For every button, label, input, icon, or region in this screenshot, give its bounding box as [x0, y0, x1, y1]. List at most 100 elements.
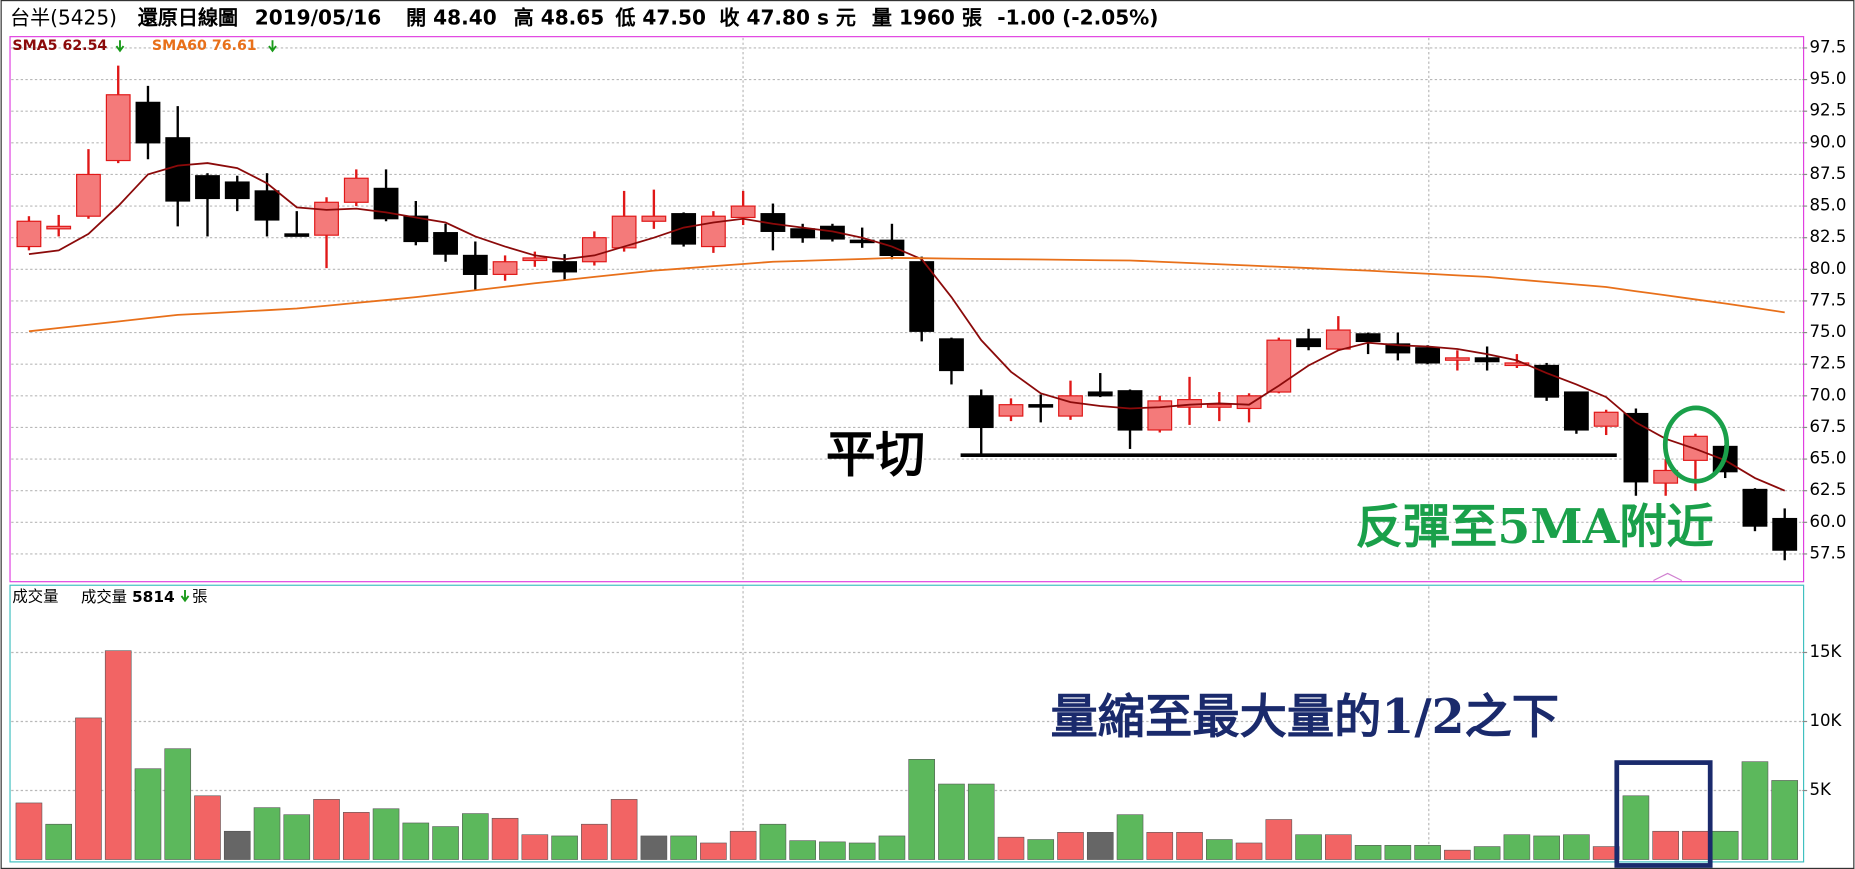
close: 收 47.80 s 元	[719, 5, 856, 29]
candle-body	[1087, 391, 1113, 397]
annotation: 平切	[826, 425, 925, 484]
y-tick-label: 15K	[1810, 642, 1843, 661]
candle-body	[135, 101, 161, 144]
volume-bar	[670, 835, 697, 860]
candle-body	[1444, 357, 1470, 361]
volume-bar	[967, 783, 995, 860]
volume-bar	[1414, 845, 1441, 860]
candle-body	[909, 261, 935, 332]
y-tick-label: 67.5	[1810, 417, 1847, 436]
down-arrow	[115, 40, 125, 53]
volume-bar	[997, 836, 1025, 860]
volume-bar	[164, 748, 192, 860]
volume-bar	[640, 835, 668, 860]
candle-body	[165, 137, 191, 202]
volume-title: 成交量	[12, 588, 58, 606]
y-tick-label: 97.5	[1810, 37, 1847, 56]
candle-body	[1415, 347, 1441, 364]
volume-bar	[1354, 845, 1382, 860]
candle-body	[552, 261, 578, 273]
highlight-box	[1614, 760, 1713, 868]
candle-body	[1325, 329, 1351, 350]
candle-body	[879, 239, 905, 257]
candle-body	[284, 233, 310, 237]
y-tick-label: 60.0	[1810, 512, 1847, 531]
candle-body	[1236, 395, 1262, 410]
candle-body	[1504, 362, 1530, 367]
y-tick-label: 72.5	[1810, 354, 1847, 373]
volume-bar	[1592, 846, 1620, 860]
volume-bar	[1652, 830, 1679, 860]
y-tick-label: 57.5	[1810, 543, 1847, 562]
volume-bar	[1027, 839, 1055, 860]
y-tick-label: 5K	[1810, 780, 1833, 799]
volume-bar	[908, 759, 936, 860]
volume-bar	[15, 802, 43, 860]
volume-panel	[9, 584, 1805, 863]
y-tick-label: 80.0	[1810, 259, 1847, 278]
volume-bar	[432, 826, 459, 860]
volume-bar	[1682, 830, 1709, 860]
volume-bar	[1384, 845, 1412, 860]
volume-bar	[1086, 832, 1114, 860]
volume-bar	[1741, 761, 1769, 860]
volume-bar	[759, 823, 787, 860]
open: 開 48.40	[406, 5, 497, 29]
volume-bar	[75, 717, 102, 860]
candle-body	[1355, 333, 1381, 343]
legend-name: 成交量	[81, 588, 127, 606]
volume-bar	[491, 817, 519, 860]
candle-body	[820, 225, 845, 240]
y-tick-label: 90.0	[1810, 132, 1847, 151]
candle-body	[1147, 400, 1173, 431]
volume-bar	[283, 814, 311, 860]
y-tick-label: 62.5	[1810, 480, 1847, 499]
candle-body	[939, 338, 964, 372]
highlight-circle	[1662, 405, 1730, 484]
volume-bar	[462, 813, 489, 860]
volume-bar	[1771, 780, 1799, 860]
volume-bar	[610, 799, 638, 860]
legend-value: 76.61	[212, 38, 257, 54]
candle-body	[1534, 364, 1560, 398]
volume-bar	[878, 835, 906, 860]
candle-body	[1117, 390, 1143, 431]
volume-bar	[104, 650, 132, 860]
candle-body	[1206, 404, 1232, 408]
volume-bar	[848, 842, 876, 860]
volume-bar	[551, 835, 578, 860]
chart-kind: 還原日線圖	[138, 5, 238, 29]
legend-value: 5814	[132, 588, 175, 606]
volume-legend: 成交量 5814	[81, 588, 175, 606]
y-tick-label: 77.5	[1810, 290, 1847, 309]
volume-bar	[1473, 846, 1501, 860]
y-tick-label: 87.5	[1810, 164, 1847, 183]
candle-body	[611, 215, 637, 249]
volume-bar	[223, 830, 251, 860]
candle-body	[403, 215, 429, 243]
candle-body	[968, 395, 994, 429]
volume-unit: 張	[192, 588, 207, 606]
candle-body	[671, 213, 697, 245]
volume-bar	[1503, 834, 1531, 860]
volume-bar	[1176, 832, 1203, 860]
candle-body	[462, 254, 488, 275]
date: 2019/05/16	[255, 5, 381, 29]
candle-body	[76, 173, 101, 217]
volume-bar	[1325, 834, 1352, 860]
volume-bar	[700, 842, 727, 860]
volume-bar	[729, 830, 757, 860]
annotation: 反彈至5MA附近	[1355, 500, 1713, 555]
y-tick-label: 70.0	[1810, 385, 1847, 404]
candle-body	[790, 228, 816, 239]
volume-bar	[1444, 849, 1471, 860]
low: 低 47.50	[614, 5, 706, 29]
ma-line	[28, 162, 1786, 492]
candle-body	[1028, 404, 1054, 408]
volume-bar	[1563, 834, 1590, 860]
volume-bar	[342, 812, 370, 860]
candle-body	[1742, 488, 1768, 527]
volume-bar	[402, 822, 430, 860]
price-panel	[9, 36, 1805, 583]
volume-bar	[1116, 814, 1144, 860]
